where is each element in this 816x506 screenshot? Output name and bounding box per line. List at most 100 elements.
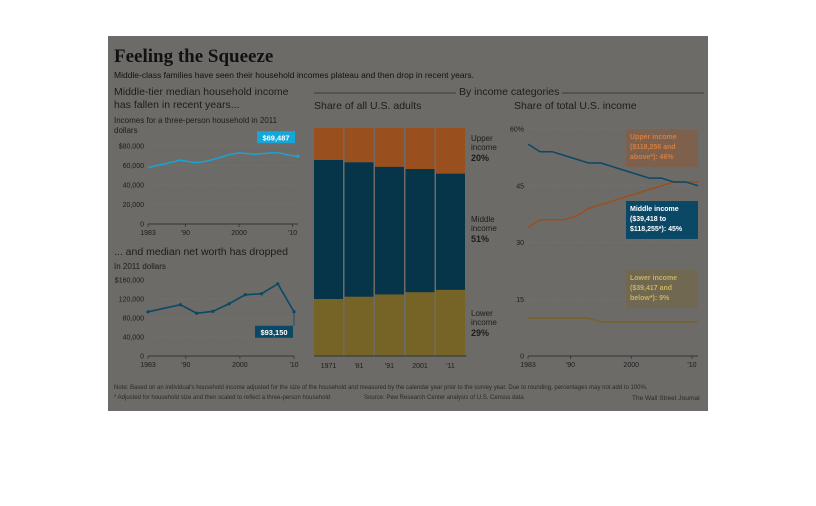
adults-label-middle-pct: 51% <box>471 234 489 244</box>
share-lower-label-box <box>626 270 698 308</box>
share-upper-label: above*): 46% <box>630 154 674 161</box>
income-chart-units-line1: Incomes for a three-person household in … <box>114 116 278 125</box>
adults-x-tick-label: 1971 <box>321 363 337 370</box>
adults-bar-lower-segment <box>375 294 404 356</box>
adults-label-upper-word: income <box>471 143 497 152</box>
networth-point <box>195 311 199 315</box>
networth-point <box>276 282 280 286</box>
networth-chart-units: In 2011 dollars <box>114 262 166 271</box>
adults-bar-upper-segment <box>375 128 404 167</box>
share-y-tick-label: 45 <box>516 183 524 190</box>
income-x-tick-label: 2000 <box>231 230 247 237</box>
share-lower-label: below*): 9% <box>630 295 670 302</box>
networth-point <box>146 310 150 314</box>
share-y-tick-label: 60% <box>510 127 524 134</box>
share-middle-label: Middle income <box>630 206 679 213</box>
share-upper-label: ($118,256 and <box>630 144 676 151</box>
networth-x-tick-label: '90 <box>181 362 190 369</box>
income-end-marker <box>296 154 300 158</box>
adults-x-tick-label: 2001 <box>412 363 428 370</box>
networth-y-tick-label: 80,000 <box>123 316 145 323</box>
income-y-tick-label: 20,000 <box>123 202 145 209</box>
networth-y-tick-label: 0 <box>140 354 144 361</box>
share-middle-series-line <box>527 143 699 187</box>
share-x-tick-label: 1983 <box>520 362 536 369</box>
footer-credit: The Wall Street Journal <box>632 395 700 402</box>
share-y-tick-label: 30 <box>516 240 524 247</box>
income-x-tick-label: '90 <box>181 230 190 237</box>
adults-label-lower-name: Lower <box>471 309 493 318</box>
networth-y-tick-label: 120,000 <box>119 297 144 304</box>
adults-x-tick-label: '91 <box>385 363 394 370</box>
share-middle-label: ($39,418 to <box>630 216 666 223</box>
networth-x-tick-label: '10 <box>289 362 298 369</box>
share-x-tick-label: 2000 <box>623 362 639 369</box>
adults-label-lower-word: income <box>471 318 497 327</box>
adults-label-upper-name: Upper <box>471 134 493 143</box>
adults-label-middle-name: Middle <box>471 215 495 224</box>
share-x-tick-label: '90 <box>566 362 575 369</box>
networth-x-tick-label: 1983 <box>140 362 156 369</box>
adults-bar-middle-segment <box>436 173 465 290</box>
networth-point <box>227 302 231 306</box>
footer-source: Source: Pew Research Center analysis of … <box>364 395 524 401</box>
share-y-tick-label: 15 <box>516 297 524 304</box>
share-middle-label: $118,255*): 45% <box>630 226 683 233</box>
share-chart-title: Share of total U.S. income <box>514 100 637 112</box>
networth-series-line <box>147 282 295 315</box>
adults-label-upper-pct: 20% <box>471 153 489 163</box>
adults-label-middle-word: income <box>471 224 497 233</box>
share-y-tick-label: 0 <box>520 354 524 361</box>
share-upper-label-box <box>626 129 698 167</box>
income-callout-label: $69,487 <box>262 133 289 142</box>
share-upper-label: Upper income <box>630 134 677 141</box>
adults-bar-lower-segment <box>405 292 435 356</box>
adults-bar-middle-segment <box>314 159 343 299</box>
networth-point <box>211 309 215 313</box>
share-middle-label-box <box>626 201 698 239</box>
footer-note: Note: Based on an individual's household… <box>114 385 648 391</box>
networth-y-tick-label: 40,000 <box>123 335 145 342</box>
share-lower-label: ($39,417 and <box>630 285 672 292</box>
adults-x-tick-label: '81 <box>354 363 363 370</box>
adults-bar-middle-segment <box>344 162 374 297</box>
adults-bar-upper-segment <box>436 128 465 174</box>
income-chart-title-line1: Middle-tier median household income <box>114 86 289 98</box>
income-y-tick-label: 0 <box>140 222 144 229</box>
adults-bar-upper-segment <box>344 128 374 163</box>
income-chart-title-line2: has fallen in recent years... <box>114 99 240 111</box>
adults-bar-lower-segment <box>344 296 374 356</box>
income-x-tick-label: 1983 <box>140 230 156 237</box>
networth-y-tick-label: $160,000 <box>115 278 144 285</box>
networth-callout-box <box>255 325 293 338</box>
income-x-tick-label: '10 <box>288 230 297 237</box>
section-header: By income categories <box>456 86 563 98</box>
adults-chart-title: Share of all U.S. adults <box>314 100 422 112</box>
adults-bar-middle-segment <box>375 166 404 295</box>
income-y-tick-label: $80,000 <box>119 144 144 151</box>
share-lower-label: Lower income <box>630 275 677 282</box>
networth-x-tick-label: 2000 <box>232 362 248 369</box>
share-lower-series-line <box>528 317 698 323</box>
adults-bar-middle-segment <box>405 169 435 293</box>
income-chart-units-line2: dollars <box>114 126 138 135</box>
share-upper-series-line <box>527 181 698 229</box>
adults-x-tick-label: '11 <box>446 363 455 370</box>
networth-chart-title: ... and median net worth has dropped <box>114 246 288 258</box>
share-x-tick-label: '10 <box>687 362 696 369</box>
networth-point <box>259 292 264 296</box>
income-y-tick-label: 60,000 <box>123 163 145 170</box>
adults-label-lower-pct: 29% <box>471 328 489 338</box>
page-subtitle: Middle-class families have seen their ho… <box>114 70 475 80</box>
adults-bar-lower-segment <box>436 289 465 356</box>
page-title: Feeling the Squeeze <box>114 46 274 67</box>
income-callout-box <box>257 131 295 144</box>
adults-bar-upper-segment <box>405 128 435 170</box>
adults-bar-upper-segment <box>314 128 343 160</box>
footer-footnote: * Adjusted for household size and then s… <box>114 395 331 401</box>
networth-point <box>178 303 183 307</box>
networth-callout-label: $93,150 <box>260 328 287 337</box>
income-y-tick-label: 40,000 <box>123 183 145 190</box>
adults-bar-lower-segment <box>314 299 343 356</box>
